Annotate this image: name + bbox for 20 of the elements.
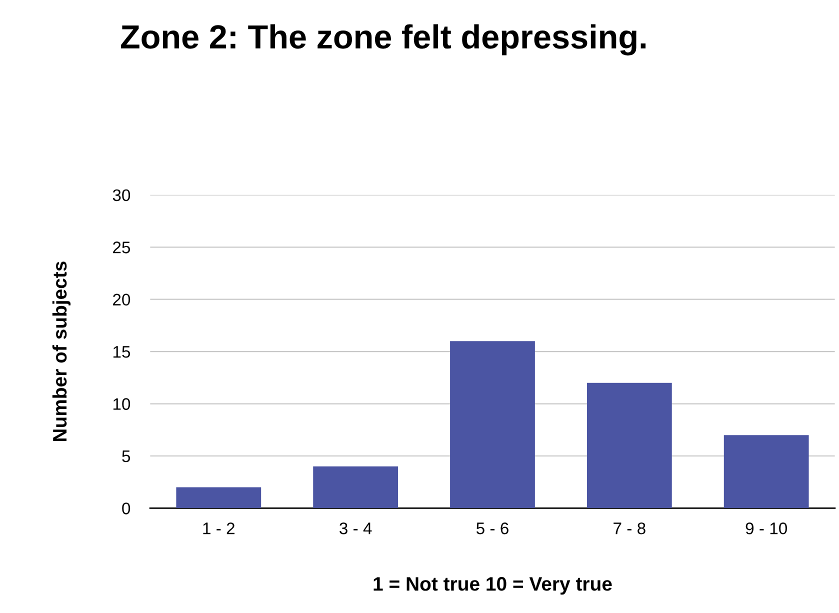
y-tick-label: 0 xyxy=(122,502,130,514)
y-tick-label: 10 xyxy=(113,398,130,410)
bar xyxy=(313,466,398,508)
bar xyxy=(724,435,809,508)
y-tick-label: 20 xyxy=(113,294,130,306)
x-tick-label: 7 - 8 xyxy=(614,522,646,534)
y-tick-label: 15 xyxy=(113,346,130,358)
y-tick-label: 5 xyxy=(122,450,130,462)
bar xyxy=(586,382,672,508)
bar xyxy=(450,341,535,508)
bar xyxy=(176,487,262,508)
y-axis-title: Number of subjects xyxy=(52,262,71,442)
y-tick-label: 30 xyxy=(112,189,130,202)
x-axis-title: 1 = Not true 10 = Very true xyxy=(374,577,612,595)
x-tick-label: 1 - 2 xyxy=(203,522,234,534)
chart-title: Zone 2: The zone felt depressing. xyxy=(120,24,646,56)
x-tick-label: 5 - 6 xyxy=(476,522,508,534)
y-tick-label: 25 xyxy=(113,242,130,254)
x-tick-label: 9 - 10 xyxy=(746,522,787,534)
x-tick-label: 3 - 4 xyxy=(340,522,372,534)
